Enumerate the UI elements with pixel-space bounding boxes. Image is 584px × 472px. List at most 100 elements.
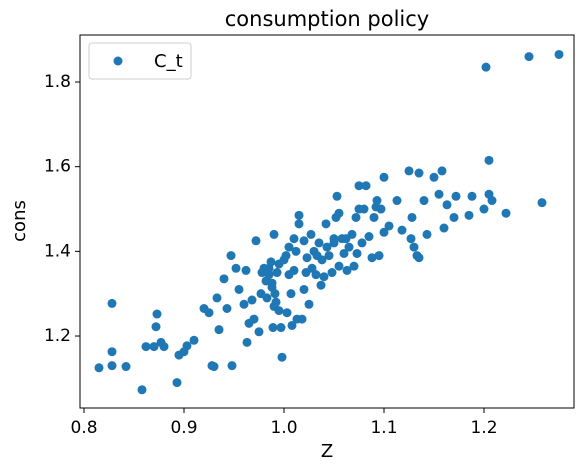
- point: [271, 297, 281, 307]
- point: [404, 166, 414, 176]
- legend-label: C_t: [154, 51, 183, 72]
- point: [107, 298, 117, 308]
- point: [392, 196, 402, 206]
- point: [419, 196, 429, 206]
- x-tick-label: 1.2: [470, 418, 497, 438]
- point: [264, 270, 274, 280]
- point: [344, 242, 354, 252]
- point: [347, 229, 357, 239]
- point: [334, 208, 344, 218]
- point: [384, 221, 394, 231]
- point: [334, 261, 344, 271]
- point: [332, 191, 342, 201]
- point: [270, 289, 280, 299]
- x-tick-label: 0.8: [70, 418, 97, 438]
- point: [107, 347, 117, 357]
- point: [299, 236, 309, 246]
- point: [406, 234, 416, 244]
- point: [501, 208, 511, 218]
- point: [434, 189, 444, 199]
- point: [172, 378, 182, 388]
- point: [487, 196, 497, 206]
- point: [302, 253, 312, 263]
- point: [407, 212, 417, 222]
- point: [481, 62, 491, 72]
- point: [151, 322, 161, 332]
- point: [107, 361, 117, 371]
- point: [354, 181, 364, 191]
- point: [249, 314, 259, 324]
- legend-box: [88, 42, 192, 80]
- point: [291, 246, 301, 256]
- point: [286, 289, 296, 299]
- point: [272, 268, 282, 278]
- point: [159, 342, 169, 352]
- point: [397, 225, 407, 235]
- point: [369, 212, 379, 222]
- point: [537, 198, 547, 208]
- point: [304, 299, 314, 309]
- point: [316, 280, 326, 290]
- point: [422, 229, 432, 239]
- point: [437, 166, 447, 176]
- x-tick-label: 0.9: [170, 418, 197, 438]
- point: [357, 238, 367, 248]
- point: [189, 335, 199, 345]
- point: [239, 299, 249, 309]
- point: [352, 248, 362, 258]
- point: [241, 265, 251, 275]
- point: [294, 210, 304, 220]
- point: [234, 284, 244, 294]
- point: [442, 200, 452, 210]
- chart-title: consumption policy: [225, 7, 429, 31]
- point: [94, 363, 104, 373]
- point: [479, 204, 489, 214]
- point: [439, 223, 449, 233]
- point: [554, 49, 564, 59]
- point: [364, 232, 374, 242]
- point: [212, 293, 222, 303]
- point: [222, 304, 232, 314]
- point: [451, 191, 461, 201]
- point: [262, 293, 272, 303]
- point: [209, 362, 219, 372]
- y-tick-label: 1.2: [44, 326, 71, 346]
- point: [276, 323, 286, 333]
- point: [227, 361, 237, 371]
- point: [376, 204, 386, 214]
- point: [449, 212, 459, 222]
- point: [359, 204, 369, 214]
- point: [484, 155, 494, 165]
- point: [379, 227, 389, 237]
- point: [314, 238, 324, 248]
- y-tick-label: 1.8: [44, 72, 71, 92]
- point: [251, 236, 261, 246]
- point: [204, 308, 214, 318]
- point: [247, 295, 257, 305]
- point: [339, 248, 349, 258]
- point: [379, 172, 389, 182]
- point: [282, 308, 292, 318]
- point: [152, 309, 162, 319]
- point: [367, 253, 377, 263]
- point: [414, 253, 424, 263]
- point: [284, 242, 294, 252]
- point: [231, 263, 241, 273]
- point: [409, 242, 419, 252]
- point: [121, 362, 131, 372]
- x-axis-label: Z: [321, 441, 333, 462]
- point: [317, 255, 327, 265]
- y-axis-label: cons: [9, 200, 30, 242]
- plot-frame: [79, 34, 575, 409]
- point: [524, 52, 534, 62]
- y-tick-label: 1.4: [44, 241, 71, 261]
- point: [266, 257, 276, 267]
- point: [319, 272, 329, 282]
- point: [294, 219, 304, 229]
- point: [372, 196, 382, 206]
- point: [274, 306, 284, 316]
- point: [324, 251, 334, 261]
- point: [464, 210, 474, 220]
- point: [277, 352, 287, 362]
- point: [182, 341, 192, 351]
